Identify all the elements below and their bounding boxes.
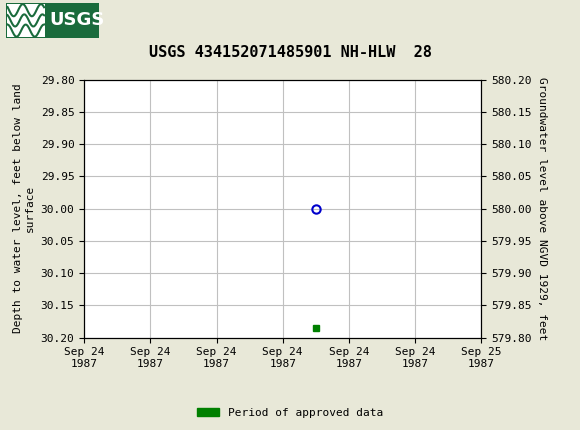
Text: USGS: USGS xyxy=(49,12,104,29)
Y-axis label: Groundwater level above NGVD 1929, feet: Groundwater level above NGVD 1929, feet xyxy=(537,77,547,340)
Bar xyxy=(7,4,45,37)
Bar xyxy=(6,3,99,37)
Text: USGS 434152071485901 NH-HLW  28: USGS 434152071485901 NH-HLW 28 xyxy=(148,45,432,60)
Y-axis label: Depth to water level, feet below land
surface: Depth to water level, feet below land su… xyxy=(13,84,35,333)
Legend: Period of approved data: Period of approved data xyxy=(193,403,387,422)
